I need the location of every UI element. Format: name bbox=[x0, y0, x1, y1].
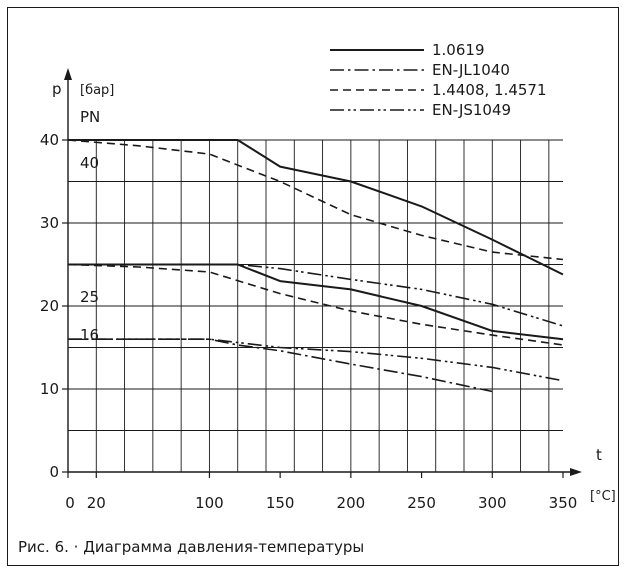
pn-level-label: 25 bbox=[80, 288, 99, 306]
x-tick-label: 250 bbox=[407, 494, 436, 512]
x-tick-label: 0 bbox=[65, 494, 75, 512]
series-line-dashed bbox=[67, 263, 564, 346]
legend-label: 1.4408, 1.4571 bbox=[432, 81, 547, 99]
x-tick-label: 100 bbox=[195, 494, 224, 512]
x-axis-arrow bbox=[570, 468, 582, 476]
y-tick-label: 10 bbox=[40, 380, 59, 398]
series-line-dashdotdot bbox=[68, 263, 564, 327]
y-tick-label: 40 bbox=[40, 131, 59, 149]
series-line-dashed bbox=[67, 139, 564, 261]
figure-frame bbox=[7, 7, 619, 566]
series-line-solid bbox=[68, 139, 564, 276]
figure-caption: Рис. 6. · Диаграмма давления-температуры bbox=[18, 538, 365, 556]
legend-label: EN-JL1040 bbox=[432, 61, 510, 79]
legend-label: EN-JS1049 bbox=[432, 101, 511, 119]
x-tick-label: 200 bbox=[337, 494, 366, 512]
pn-level-label: 40 bbox=[80, 154, 99, 172]
y-axis-symbol: p bbox=[52, 80, 62, 98]
x-tick-label: 350 bbox=[549, 494, 578, 512]
y-tick-label: 20 bbox=[40, 297, 59, 315]
x-axis-symbol: t bbox=[596, 446, 602, 464]
series-line-dashdotdot bbox=[68, 338, 564, 382]
y-tick-label: 30 bbox=[40, 214, 59, 232]
legend-label: 1.0619 bbox=[432, 41, 485, 59]
series-line-dashdot bbox=[68, 338, 493, 393]
y-tick-label: 0 bbox=[49, 463, 59, 481]
y-axis-arrow bbox=[64, 68, 72, 80]
y-axis-unit: [бар] bbox=[80, 83, 114, 98]
x-axis-unit: [°C] bbox=[590, 489, 616, 504]
x-tick-label: 300 bbox=[478, 494, 507, 512]
pn-level-label: 16 bbox=[80, 326, 99, 344]
x-tick-label: 150 bbox=[266, 494, 295, 512]
pn-label: PN bbox=[80, 108, 100, 126]
x-tick-label: 20 bbox=[87, 494, 106, 512]
